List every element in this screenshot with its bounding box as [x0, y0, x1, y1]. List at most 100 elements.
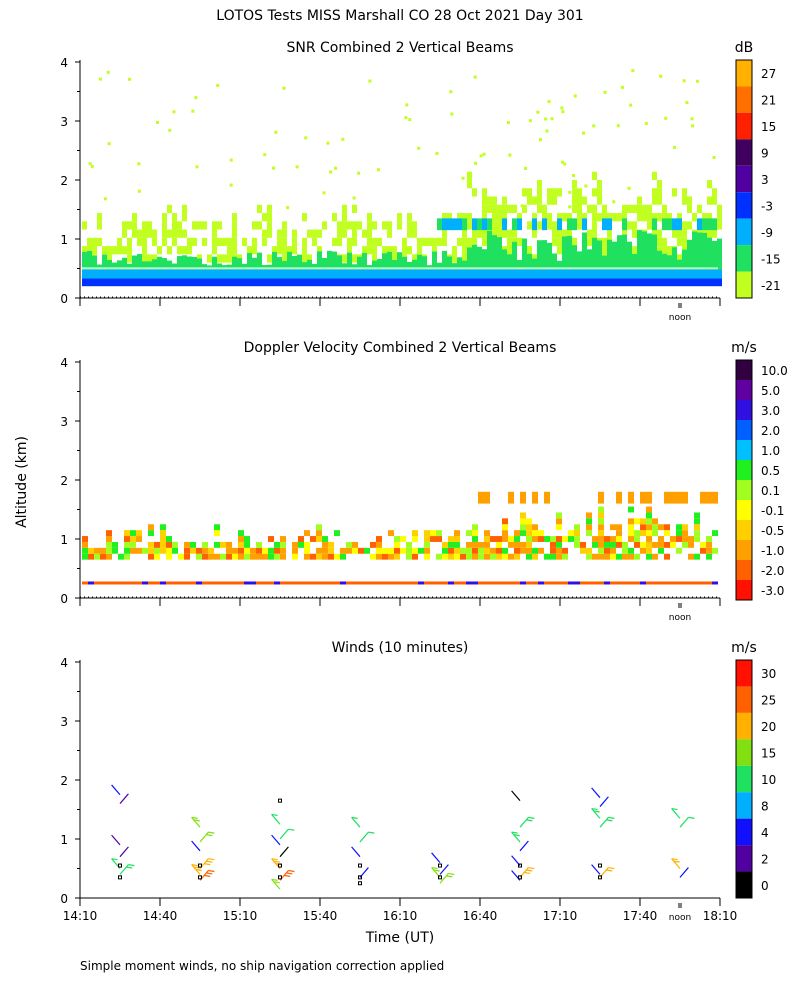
wind-barb-flag	[271, 813, 278, 817]
snr-cell	[622, 204, 627, 214]
snr-cell	[192, 269, 197, 279]
wind-barbs	[111, 784, 695, 890]
wind-barb	[679, 817, 689, 828]
snr-cell	[112, 246, 117, 255]
velocity-cell	[598, 541, 604, 548]
snr-cell	[442, 218, 447, 231]
velocity-cell	[460, 553, 466, 560]
snr-cell	[524, 166, 528, 170]
calm-marker	[278, 875, 282, 880]
snr-cell	[572, 204, 577, 214]
snr-cell	[567, 269, 572, 279]
snr-cell	[277, 278, 282, 287]
snr-cell	[477, 278, 482, 287]
snr-cell	[427, 237, 432, 247]
snr-cell	[467, 213, 472, 222]
velocity-cell	[508, 536, 514, 542]
velocity-cell	[454, 536, 460, 542]
velocity-cell	[556, 553, 562, 560]
snr-cell	[102, 254, 107, 272]
velocity-cell	[694, 524, 700, 531]
snr-cell	[341, 137, 345, 141]
snr-cell	[537, 184, 541, 188]
velocity-cell	[292, 581, 298, 585]
velocity-cell	[676, 524, 682, 531]
snr-cell	[682, 221, 687, 230]
snr-cell	[297, 254, 302, 272]
snr-cell	[552, 278, 557, 287]
snr-cell	[702, 269, 707, 279]
snr-cell	[677, 237, 682, 247]
snr-cell	[520, 204, 524, 208]
velocity-cell	[370, 541, 376, 548]
snr-cell	[597, 269, 602, 279]
snr-cell	[487, 278, 492, 287]
colorbar-label: 27	[761, 67, 776, 81]
snr-cell	[487, 204, 492, 214]
snr-cell	[687, 239, 692, 272]
snr-cell	[332, 251, 337, 272]
snr-cell	[552, 196, 557, 205]
velocity-cell	[670, 536, 676, 542]
snr-cell	[657, 246, 662, 255]
velocity-cell	[538, 547, 544, 554]
velocity-cell	[148, 581, 154, 585]
velocity-cell	[424, 536, 430, 542]
snr-cell	[577, 188, 582, 197]
snr-cell	[512, 269, 517, 279]
velocity-cell	[274, 541, 280, 548]
velocity-cell	[478, 553, 484, 560]
snr-cell	[592, 221, 597, 230]
y-tick-label: 2	[60, 474, 68, 488]
velocity-cell	[598, 524, 604, 531]
snr-cell	[202, 278, 207, 287]
snr-cell	[687, 204, 692, 214]
snr-cell	[182, 213, 187, 222]
snr-cell	[512, 204, 517, 214]
velocity-cell	[82, 553, 88, 560]
velocity-cell	[346, 541, 352, 548]
snr-cell	[137, 269, 142, 279]
snr-cell	[87, 278, 92, 287]
snr-cell	[194, 96, 198, 100]
velocity-cell	[628, 581, 634, 585]
snr-cell	[492, 235, 497, 272]
velocity-cell	[454, 541, 460, 548]
wind-barb-flag	[433, 869, 440, 872]
snr-cell	[652, 196, 657, 205]
snr-cell	[377, 269, 382, 279]
snr-cell	[87, 269, 92, 279]
wind-barb	[511, 790, 521, 802]
velocity-cell	[322, 581, 328, 585]
snr-cell	[527, 246, 532, 255]
velocity-cell	[610, 581, 616, 585]
velocity-cell	[238, 581, 244, 585]
wind-barb	[279, 846, 289, 858]
velocity-cell	[688, 581, 694, 585]
velocity-cell	[322, 553, 328, 560]
snr-cell	[547, 269, 552, 279]
velocity-cell	[244, 547, 250, 554]
snr-cell	[597, 196, 602, 205]
snr-cell	[667, 213, 672, 222]
snr-cell	[602, 255, 607, 272]
snr-cell	[462, 229, 467, 238]
snr-cell	[322, 191, 326, 195]
snr-cell	[552, 269, 557, 279]
velocity-cell	[280, 536, 286, 542]
colorbar-swatch	[736, 540, 752, 560]
snr-cell	[582, 232, 587, 272]
calm-marker	[598, 863, 602, 868]
velocity-cell	[634, 530, 640, 537]
velocity-cell	[334, 530, 340, 537]
velocity-cell	[526, 518, 532, 525]
snr-cell	[447, 213, 452, 222]
snr-cell	[507, 246, 512, 255]
velocity-cell	[676, 491, 682, 504]
noon-label: noon	[669, 913, 691, 923]
snr-cell	[582, 131, 586, 135]
snr-cell	[247, 246, 252, 255]
velocity-cell	[370, 581, 376, 585]
snr-cell	[472, 229, 477, 238]
velocity-cell	[106, 530, 112, 537]
